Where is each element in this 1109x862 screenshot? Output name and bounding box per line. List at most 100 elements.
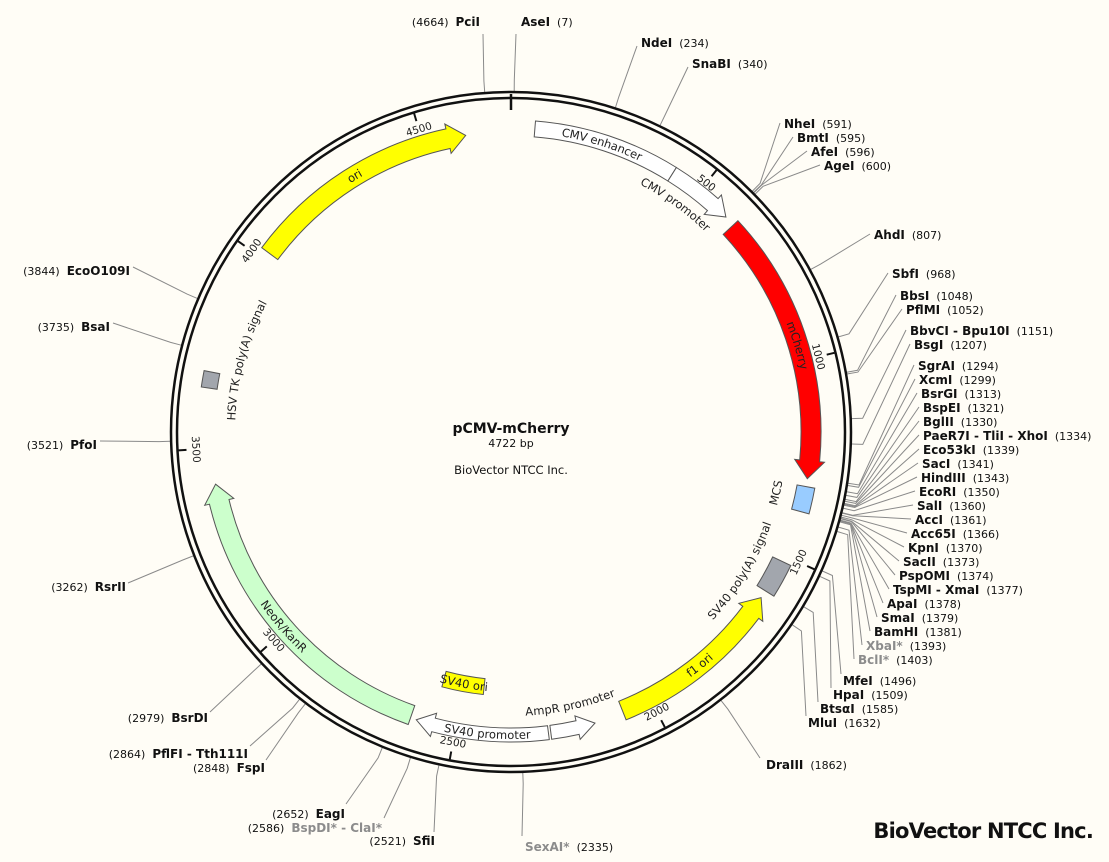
enzyme-name: RsrII: [95, 580, 126, 594]
enzyme-label[interactable]: TspMI - XmaI (1377): [893, 583, 1023, 597]
enzyme-label[interactable]: BspEI (1321): [923, 401, 1004, 415]
enzyme-label[interactable]: XcmI (1299): [919, 373, 996, 387]
enzyme-label[interactable]: XbaI* (1393): [866, 639, 946, 653]
enzyme-label[interactable]: BsrGI (1313): [921, 387, 1001, 401]
enzyme-position: (1151): [1017, 325, 1054, 338]
enzyme-position: (1632): [844, 717, 881, 730]
enzyme-name: TspMI - XmaI: [893, 583, 979, 597]
enzyme-label[interactable]: BsgI (1207): [914, 338, 987, 352]
enzyme-label[interactable]: (3844) EcoO109I: [23, 264, 130, 278]
enzyme-label[interactable]: BglII (1330): [923, 415, 997, 429]
enzyme-label[interactable]: AfeI (596): [811, 145, 875, 159]
enzyme-site-line: [851, 329, 907, 420]
enzyme-label[interactable]: BmtI (595): [797, 131, 865, 145]
enzyme-label[interactable]: (4664) PciI: [412, 15, 480, 29]
feature-cmv-promoter[interactable]: [667, 166, 727, 218]
enzyme-site-line: [843, 490, 916, 512]
enzyme-label[interactable]: EcoRI (1350): [919, 485, 1000, 499]
feature-mcs[interactable]: [790, 484, 816, 515]
enzyme-site-line: [754, 164, 821, 195]
enzyme-label[interactable]: NheI (591): [784, 117, 852, 131]
enzyme-label[interactable]: NdeI (234): [641, 36, 709, 50]
enzyme-label[interactable]: (3735) BsaI: [38, 320, 110, 334]
enzyme-site-line: [521, 772, 524, 837]
enzyme-label[interactable]: AhdI (807): [874, 228, 941, 242]
enzyme-site-line: [848, 364, 915, 486]
enzyme-label[interactable]: KpnI (1370): [908, 541, 982, 555]
enzyme-label[interactable]: SmaI (1379): [881, 611, 958, 625]
enzyme-name: EagI: [316, 807, 345, 821]
enzyme-label[interactable]: SacI (1341): [922, 457, 994, 471]
enzyme-position: (3844): [23, 265, 60, 278]
enzyme-position: (2652): [272, 808, 309, 821]
enzyme-site-line: [132, 266, 198, 299]
plasmid-name: pCMV-mCherry: [452, 421, 569, 437]
enzyme-label[interactable]: (2979) BsrDI: [128, 711, 208, 725]
enzyme-label[interactable]: ApaI (1378): [887, 597, 961, 611]
enzyme-site-line: [846, 308, 903, 375]
enzyme-label[interactable]: PspOMI (1374): [899, 569, 994, 583]
enzyme-label[interactable]: MfeI (1496): [843, 674, 916, 688]
enzyme-label[interactable]: Eco53kI (1339): [923, 443, 1019, 457]
enzyme-label[interactable]: SexAI* (2335): [525, 840, 613, 854]
enzyme-name: EcoRI: [919, 485, 956, 499]
enzyme-label[interactable]: (3262) RsrII: [51, 580, 126, 594]
enzyme-label[interactable]: SbfI (968): [892, 267, 956, 281]
enzyme-position: (1052): [947, 304, 984, 317]
enzyme-label[interactable]: (2521) SfiI: [369, 834, 435, 848]
enzyme-label[interactable]: SnaBI (340): [692, 57, 768, 71]
enzyme-name: BamHI: [874, 625, 918, 639]
enzyme-label[interactable]: (2586) BspDI* - ClaI*: [248, 821, 383, 835]
enzyme-label[interactable]: (2652) EagI: [272, 807, 345, 821]
enzyme-label[interactable]: Acc65I (1366): [911, 527, 999, 541]
enzyme-label[interactable]: HindIII (1343): [921, 471, 1009, 485]
enzyme-label[interactable]: MluI (1632): [808, 716, 881, 730]
enzyme-label[interactable]: SalI (1360): [917, 499, 986, 513]
enzyme-position: (1585): [862, 703, 899, 716]
enzyme-position: (3521): [27, 439, 64, 452]
enzyme-position: (2864): [109, 748, 146, 761]
enzyme-label[interactable]: (2864) PflFI - Tth111I: [109, 747, 248, 761]
enzyme-position: (1403): [896, 654, 933, 667]
plasmid-size: 4722 bp: [488, 437, 533, 450]
enzyme-position: (1207): [950, 339, 987, 352]
enzyme-name: BsgI: [914, 338, 943, 352]
enzyme-label[interactable]: SgrAI (1294): [918, 359, 998, 373]
enzyme-label[interactable]: AccI (1361): [915, 513, 987, 527]
enzyme-label[interactable]: BclI* (1403): [858, 653, 933, 667]
enzyme-label[interactable]: DraIII (1862): [766, 758, 847, 772]
feature-mcherry[interactable]: [722, 219, 826, 480]
feature-neor-kanr[interactable]: [203, 483, 416, 726]
feature-sv40-promoter[interactable]: [415, 712, 550, 743]
feature-ampr-promoter[interactable]: [549, 715, 596, 741]
enzyme-label[interactable]: BbvCI - Bpu10I (1151): [910, 324, 1053, 338]
enzyme-name: HpaI: [833, 688, 864, 702]
enzyme-site-line: [752, 122, 781, 192]
feature-sv40-poly-a-signal[interactable]: [756, 556, 792, 597]
enzyme-label[interactable]: BamHI (1381): [874, 625, 962, 639]
enzyme-label[interactable]: PflMI (1052): [906, 303, 984, 317]
enzyme-label[interactable]: (2848) FspI: [193, 761, 265, 775]
enzyme-label[interactable]: AgeI (600): [824, 159, 891, 173]
enzyme-position: (1862): [810, 759, 847, 772]
enzyme-label[interactable]: AseI (7): [521, 15, 573, 29]
enzyme-label[interactable]: HpaI (1509): [833, 688, 908, 702]
enzyme-position: (1360): [949, 500, 986, 513]
enzyme-label[interactable]: (3521) PfoI: [27, 438, 97, 452]
enzyme-label[interactable]: BtsαI (1585): [820, 702, 898, 716]
enzyme-position: (1377): [986, 584, 1023, 597]
feature-f1-ori[interactable]: [618, 596, 764, 721]
enzyme-site-line: [822, 570, 842, 675]
backbone-outer-ring: [169, 90, 853, 774]
enzyme-site-line: [99, 440, 171, 443]
enzyme-site-line: [840, 518, 896, 576]
enzyme-label[interactable]: BbsI (1048): [900, 289, 973, 303]
enzyme-position: (1509): [871, 689, 908, 702]
feature-hsv-tk-poly-a-signal[interactable]: [200, 370, 221, 390]
feature-sv40-ori[interactable]: [441, 670, 486, 696]
enzyme-site-line: [127, 555, 194, 584]
feature-ori[interactable]: [261, 123, 467, 261]
enzyme-label[interactable]: PaeR7I - TliI - XhoI (1334): [923, 429, 1091, 443]
enzyme-name: PflMI: [906, 303, 940, 317]
enzyme-label[interactable]: SacII (1373): [903, 555, 979, 569]
